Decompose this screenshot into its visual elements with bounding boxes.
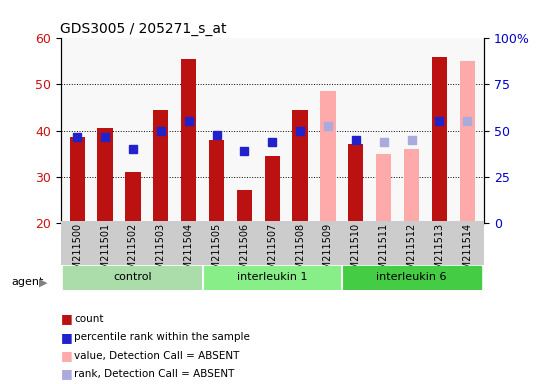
Bar [342,266,481,289]
Text: GSM211514: GSM211514 [463,223,472,282]
Text: GSM211504: GSM211504 [184,223,194,282]
Text: GSM211505: GSM211505 [212,223,222,282]
Bar [153,110,168,223]
Bar [181,59,196,223]
Text: ■: ■ [60,331,72,344]
Text: ▶: ▶ [39,277,47,287]
Text: GSM211502: GSM211502 [128,223,138,282]
Bar [376,154,392,223]
Bar [60,221,484,265]
Bar [320,91,336,223]
Bar [432,57,447,223]
Text: percentile rank within the sample: percentile rank within the sample [74,332,250,342]
Text: count: count [74,314,104,324]
Bar [293,110,308,223]
Bar [97,128,113,223]
Text: GSM211503: GSM211503 [156,223,166,282]
Text: GSM211500: GSM211500 [72,223,82,282]
Bar [63,266,202,289]
Text: rank, Detection Call = ABSENT: rank, Detection Call = ABSENT [74,369,235,379]
Text: GSM211506: GSM211506 [239,223,249,282]
Text: agent: agent [11,277,43,287]
Bar [460,61,475,223]
Text: GDS3005 / 205271_s_at: GDS3005 / 205271_s_at [60,22,227,36]
Text: GSM211508: GSM211508 [295,223,305,282]
Bar [348,144,364,223]
Text: ■: ■ [60,312,72,325]
Text: GSM211509: GSM211509 [323,223,333,282]
Text: ■: ■ [60,349,72,362]
Text: GSM211513: GSM211513 [434,223,444,282]
Text: GSM211512: GSM211512 [406,223,416,282]
Bar [69,137,85,223]
Text: interleukin 1: interleukin 1 [237,272,307,283]
Text: GSM211507: GSM211507 [267,223,277,282]
Bar [125,172,141,223]
Text: ■: ■ [60,367,72,381]
Bar [265,156,280,223]
Text: GSM211510: GSM211510 [351,223,361,282]
Bar [202,266,342,289]
Text: GSM211511: GSM211511 [379,223,389,282]
Text: GSM211501: GSM211501 [100,223,110,282]
Text: control: control [114,272,152,283]
Bar [236,190,252,223]
Bar [404,149,419,223]
Text: interleukin 6: interleukin 6 [376,272,447,283]
Bar [209,140,224,223]
Text: value, Detection Call = ABSENT: value, Detection Call = ABSENT [74,351,240,361]
